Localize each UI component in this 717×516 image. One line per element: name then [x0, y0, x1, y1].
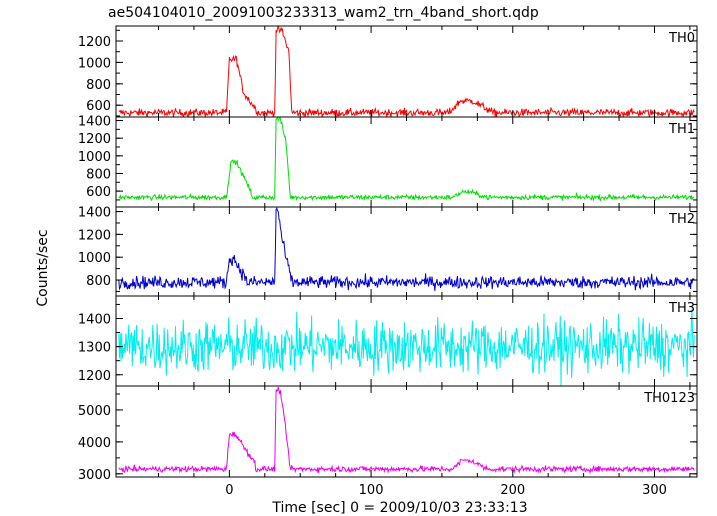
panel-frame — [115, 116, 698, 208]
y-tick-label: 1200 — [78, 369, 111, 384]
y-tick-label: 600 — [86, 99, 111, 114]
y-tick-label: 1200 — [78, 228, 111, 243]
panels: 600 800 1000 1200 TH0 600 800 1000 1200 1400 TH1 80… — [78, 25, 698, 483]
series-th3 — [118, 308, 695, 386]
panel-label-th0: TH0 — [668, 31, 695, 46]
y-tick-label: 1000 — [78, 150, 111, 165]
panel-th1: 600 800 1000 1200 1400 TH1 — [78, 115, 698, 208]
panel-frame — [115, 385, 698, 478]
series-th0 — [118, 26, 695, 117]
y-tick-label: 800 — [86, 274, 111, 289]
panel-label-th2: TH2 — [668, 212, 695, 227]
x-tick-label: 300 — [642, 483, 667, 498]
y-tick-label: 1400 — [78, 206, 111, 221]
panel-label-th3: TH3 — [668, 301, 695, 316]
y-tick-label: 600 — [86, 185, 111, 200]
y-tick-label: 1200 — [78, 132, 111, 147]
x-axis-label: Time [sec] 0 = 2009/10/03 23:33:13 — [271, 500, 527, 516]
x-tick-label: 100 — [359, 483, 384, 498]
panel-label-th1: TH1 — [668, 122, 695, 137]
panel-label-th0123: TH0123 — [643, 391, 695, 406]
panel-th2: 800 1000 1200 1400 TH2 — [78, 206, 698, 297]
y-tick-label: 1400 — [78, 115, 111, 130]
y-axis-label: Counts/sec — [35, 229, 51, 306]
y-tick-label: 800 — [86, 78, 111, 93]
x-tick-label: 200 — [500, 483, 525, 498]
y-tick-label: 800 — [86, 167, 111, 182]
panel-th0: 600 800 1000 1200 TH0 — [78, 25, 698, 118]
y-tick-label: 1400 — [78, 313, 111, 328]
panel-frame — [115, 25, 698, 118]
y-tick-label: 1000 — [78, 251, 111, 266]
series-th2 — [118, 207, 695, 291]
panel-th0123: 3000 4000 5000 TH0123 — [78, 385, 698, 483]
x-tick-label: 0 — [225, 483, 233, 498]
y-tick-label: 1000 — [78, 56, 111, 71]
y-tick-label: 4000 — [78, 436, 111, 451]
chart-title: ae504104010_20091003233313_wam2_trn_4ban… — [108, 5, 539, 21]
y-tick-label: 5000 — [78, 404, 111, 419]
x-tick-labels: 0 100 200 300 — [225, 483, 667, 498]
panel-th3: 1200 1300 1400 TH3 — [78, 295, 698, 387]
series-th1 — [118, 117, 695, 202]
series-th0123 — [118, 386, 695, 475]
y-tick-label: 1300 — [78, 341, 111, 356]
y-tick-label: 1200 — [78, 35, 111, 50]
y-tick-label: 3000 — [78, 468, 111, 483]
